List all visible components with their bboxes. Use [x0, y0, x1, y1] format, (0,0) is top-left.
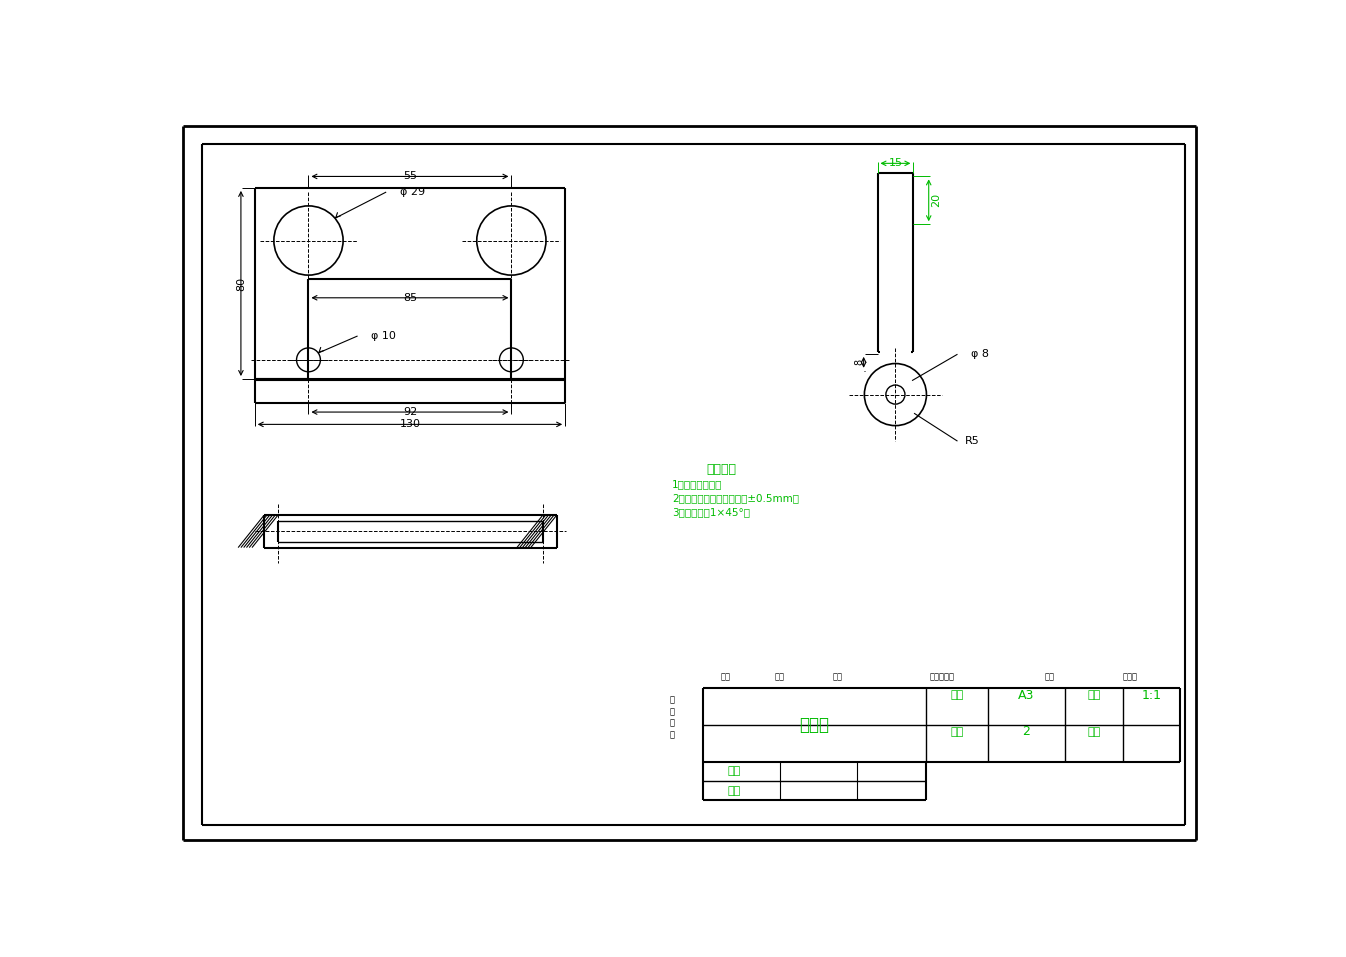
Text: 55: 55: [402, 171, 417, 182]
Text: 20: 20: [931, 193, 941, 208]
Text: A3: A3: [1018, 689, 1035, 701]
Text: R5: R5: [965, 436, 980, 446]
Text: 2: 2: [1023, 725, 1030, 739]
Text: 计: 计: [669, 707, 674, 716]
Text: 130: 130: [400, 419, 420, 430]
Text: 1、锐角倒钝角。: 1、锐角倒钝角。: [672, 479, 723, 489]
Text: 钻模板: 钻模板: [800, 716, 829, 734]
Text: 制图: 制图: [727, 766, 740, 776]
Text: φ 10: φ 10: [371, 331, 396, 341]
Text: 图号: 图号: [1088, 727, 1100, 737]
Text: 8: 8: [853, 359, 864, 366]
Text: 15: 15: [888, 158, 902, 168]
Text: 签名: 签名: [1044, 673, 1054, 681]
Text: 数量: 数量: [950, 727, 964, 737]
Text: 比例: 比例: [1088, 690, 1100, 701]
Text: 技术要求: 技术要求: [707, 462, 736, 476]
Text: φ 29: φ 29: [400, 187, 425, 197]
Text: 92: 92: [402, 407, 417, 417]
Text: 1:1: 1:1: [1141, 689, 1162, 701]
Text: 3、未注倒角1×45°。: 3、未注倒角1×45°。: [672, 507, 750, 517]
Text: 材料: 材料: [950, 690, 964, 701]
Text: 更改文件号: 更改文件号: [929, 673, 954, 681]
Text: 标记: 标记: [721, 673, 731, 681]
Text: 校: 校: [669, 719, 674, 727]
Text: 85: 85: [402, 293, 417, 302]
Text: 核: 核: [669, 730, 674, 739]
Text: 审核: 审核: [727, 786, 740, 796]
Text: 设: 设: [669, 696, 674, 704]
Text: 年月日: 年月日: [1123, 673, 1137, 681]
Text: 2、未注标注尺寸允许偏差±0.5mm。: 2、未注标注尺寸允许偏差±0.5mm。: [672, 493, 800, 503]
Text: 80: 80: [236, 277, 246, 291]
Text: φ 8: φ 8: [972, 349, 989, 359]
Text: 分区: 分区: [833, 673, 843, 681]
Text: 处数: 处数: [775, 673, 785, 681]
